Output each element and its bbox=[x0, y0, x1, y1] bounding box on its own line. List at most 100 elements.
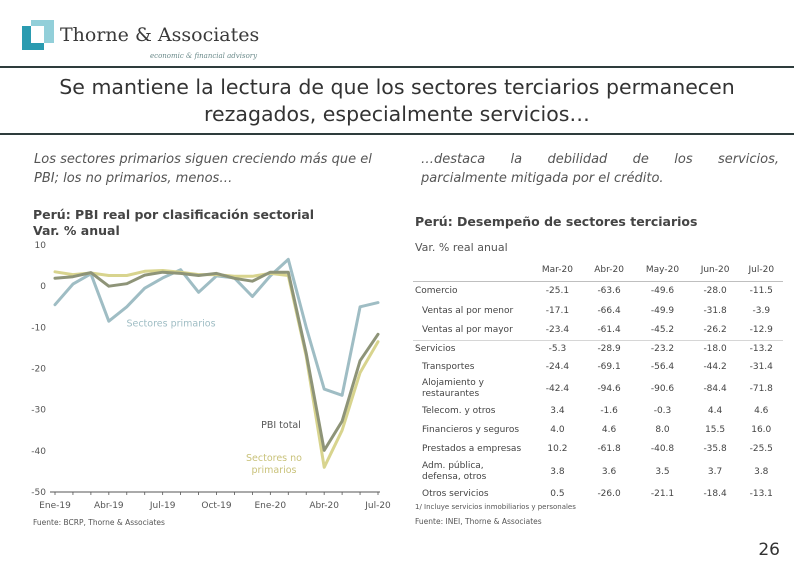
table-cell: 3.5 bbox=[655, 466, 670, 477]
y-tick-label: -40 bbox=[31, 447, 46, 457]
table-row-label: Ventas al por mayor bbox=[422, 325, 513, 336]
table-row: Transportes -24.4 -69.1 -56.4 -44.2 -31.4 bbox=[413, 358, 783, 376]
table-cell: 3.8 bbox=[754, 466, 769, 477]
series-line-pbi-total bbox=[53, 270, 380, 452]
right-subtitle-line2: parcialmente mitigada por el crédito. bbox=[421, 171, 664, 186]
table-cell: -18.4 bbox=[703, 489, 727, 499]
table-cell: -35.8 bbox=[703, 443, 727, 454]
table-cell: -56.4 bbox=[650, 362, 675, 372]
table-row: Financieros y seguros 4.0 4.6 8.0 15.5 16.0 bbox=[413, 420, 783, 439]
table-header-row: Mar-20 Abr-20 May-20 Jun-20 Jul-20 bbox=[413, 259, 783, 282]
table-row-label: Transportes bbox=[422, 362, 475, 372]
table-cell: -66.4 bbox=[597, 306, 621, 316]
y-tick-label: -30 bbox=[31, 406, 46, 416]
table-row-label: Comercio bbox=[415, 286, 458, 297]
right-chart-subtitle: Var. % real anual bbox=[415, 241, 508, 254]
table-cell: -25.1 bbox=[545, 286, 570, 297]
table-cell: 8.0 bbox=[655, 424, 670, 435]
table-row-label: Prestados a empresas bbox=[422, 443, 522, 454]
table-cell: -24.4 bbox=[545, 362, 570, 372]
table-row-label: Adm. pública, defensa, otros bbox=[422, 460, 487, 482]
series-line-sectores-primarios bbox=[53, 257, 380, 397]
right-subtitle: …destaca la debilidad de los servicios, … bbox=[421, 150, 779, 188]
table-footnote: 1/ Incluye servicios inmobiliarios y per… bbox=[415, 503, 576, 511]
table-cell: 4.0 bbox=[550, 424, 565, 435]
table-cell: -13.1 bbox=[749, 489, 773, 499]
table-cell: -1.6 bbox=[600, 406, 618, 416]
y-tick-label: -50 bbox=[31, 488, 46, 498]
table-cell: -90.6 bbox=[650, 384, 675, 394]
table-cell: -23.2 bbox=[634, 339, 691, 358]
table-row-label: Telecom. y otros bbox=[422, 406, 496, 416]
y-tick-label: -20 bbox=[31, 365, 46, 375]
table-row: Ventas al por mayor -23.4 -61.4 -45.2 -26.2 -… bbox=[413, 321, 783, 340]
table-cell: 4.4 bbox=[707, 406, 723, 416]
table-row: Alojamiento y restaurantes -42.4 -94.6 -90.… bbox=[413, 376, 783, 402]
table-cell: -26.2 bbox=[703, 325, 727, 336]
table-header-col: Jul-20 bbox=[739, 259, 783, 282]
annotation-sectores-no-primarios: Sectores no primarios bbox=[246, 453, 302, 476]
table-cell: -21.1 bbox=[650, 489, 675, 499]
x-tick-label: Jul-19 bbox=[149, 501, 176, 511]
table-cell: -18.0 bbox=[690, 339, 740, 358]
table-cell: 10.2 bbox=[547, 443, 568, 454]
logo-tagline: economic & financial advisory bbox=[150, 52, 258, 60]
logo-name: Thorne & Associates bbox=[60, 24, 260, 46]
table-cell: -61.4 bbox=[597, 325, 621, 336]
table-cell: -71.8 bbox=[749, 384, 773, 394]
right-chart-title: Perú: Desempeño de sectores terciarios bbox=[415, 214, 698, 229]
table-row-label: Servicios bbox=[413, 339, 531, 358]
table-row-label: Ventas al por menor bbox=[422, 306, 514, 316]
table-cell: -28.0 bbox=[703, 286, 727, 297]
table-row: Prestados a empresas 10.2 -61.8 -40.8 -35.8 -… bbox=[413, 439, 783, 458]
table-cell: 4.6 bbox=[601, 424, 617, 435]
table-cell: -84.4 bbox=[703, 384, 727, 394]
page-title: Se mantiene la lectura de que los sector… bbox=[59, 74, 735, 126]
table-cell: -5.3 bbox=[531, 339, 584, 358]
table-cell: 16.0 bbox=[751, 424, 772, 435]
x-tick-label: Ene-19 bbox=[39, 501, 71, 511]
table-cell: -31.4 bbox=[749, 362, 773, 372]
table-header-col: Abr-20 bbox=[583, 259, 635, 282]
right-subtitle-line1: …destaca la debilidad de los servicios, bbox=[421, 152, 779, 167]
table-row-label: Financieros y seguros bbox=[422, 424, 520, 435]
right-source: Fuente: INEI, Thorne & Associates bbox=[415, 517, 542, 526]
left-subtitle: Los sectores primarios siguen creciendo … bbox=[34, 152, 372, 186]
table-cell: -26.0 bbox=[597, 489, 621, 499]
x-tick-label: Ene-20 bbox=[255, 501, 287, 511]
left-source: Fuente: BCRP, Thorne & Associates bbox=[33, 518, 165, 527]
logo-mark-icon bbox=[22, 20, 54, 50]
table-row: Otros servicios 0.5 -26.0 -21.1 -18.4 -13.1 bbox=[413, 485, 783, 503]
table-cell: 3.8 bbox=[550, 466, 565, 477]
table-row: Servicios -5.3 -28.9 -23.2 -18.0 -13.2 bbox=[413, 339, 783, 358]
left-chart-title-line2: Var. % anual bbox=[33, 223, 120, 238]
table-cell: 3.7 bbox=[707, 466, 723, 477]
table-cell: -11.5 bbox=[749, 286, 773, 297]
table-row: Telecom. y otros 3.4 -1.6 -0.3 4.4 4.6 bbox=[413, 402, 783, 420]
table-row-label: Alojamiento y restaurantes bbox=[422, 378, 484, 399]
table-cell: -0.3 bbox=[653, 406, 672, 416]
annotation-pbi-total: PBI total bbox=[261, 420, 301, 431]
annotation-sectores-primarios: Sectores primarios bbox=[126, 319, 215, 330]
y-tick-label: 0 bbox=[40, 282, 46, 292]
table-header-col: Mar-20 bbox=[531, 259, 584, 282]
table-cell: 15.5 bbox=[705, 424, 726, 435]
company-logo: Thorne & Associates economic & financial… bbox=[22, 20, 259, 64]
table-header-col: Jun-20 bbox=[690, 259, 740, 282]
page-number: 26 bbox=[758, 540, 780, 560]
table-cell: -49.9 bbox=[650, 306, 675, 316]
table-cell: -42.4 bbox=[545, 384, 570, 394]
table-row-label: Otros servicios bbox=[422, 489, 489, 499]
table-cell: 4.6 bbox=[754, 406, 769, 416]
x-tick-label: Abr-19 bbox=[94, 501, 124, 511]
table-cell: -94.6 bbox=[597, 384, 621, 394]
y-tick-label: 10 bbox=[35, 241, 47, 251]
table-header-empty bbox=[413, 259, 531, 282]
table-cell: -45.2 bbox=[650, 325, 675, 336]
y-tick-label: -10 bbox=[31, 323, 46, 333]
gdp-sector-line-chart: 10 0 -10 -20 -30 -40 -50 Ene-19 Abr-19 Jul-19 Oct-… bbox=[31, 241, 391, 511]
table-cell: 0.5 bbox=[550, 489, 565, 499]
x-tick-label: Jul-20 bbox=[364, 501, 391, 511]
table-cell: -23.4 bbox=[545, 325, 570, 336]
